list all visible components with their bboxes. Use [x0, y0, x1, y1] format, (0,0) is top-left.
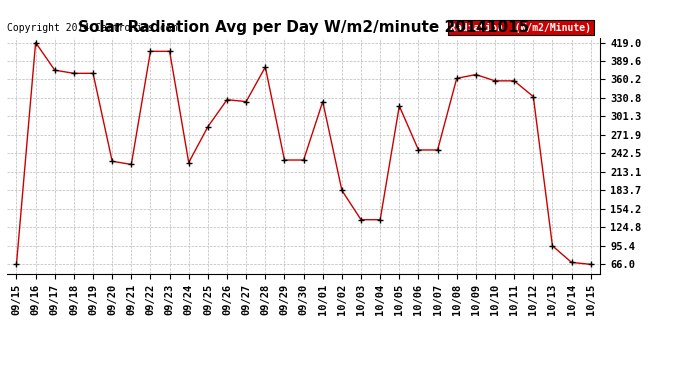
Text: Radiation  (W/m2/Minute): Radiation (W/m2/Minute) — [451, 23, 591, 33]
Text: Copyright 2014 Cartronics.com: Copyright 2014 Cartronics.com — [7, 23, 177, 33]
Title: Solar Radiation Avg per Day W/m2/minute 20141015: Solar Radiation Avg per Day W/m2/minute … — [78, 20, 529, 35]
